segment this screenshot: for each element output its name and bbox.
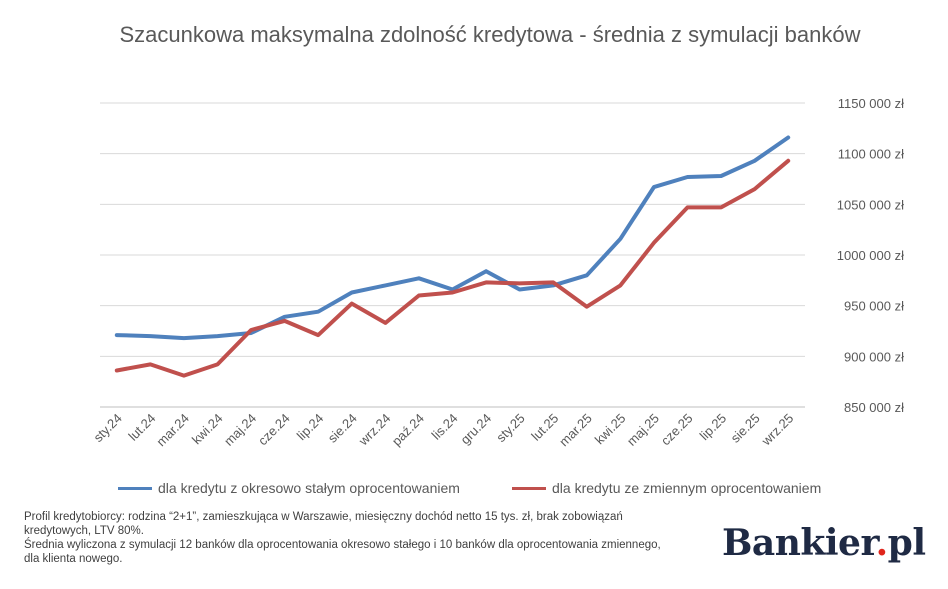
x-tick-label: wrz.24 bbox=[355, 411, 393, 449]
line-chart: 850 000 zł 900 000 zł 950 000 zł 1000 000 z… bbox=[90, 96, 904, 450]
legend-item-fixed: dla kredytu z okresowo stałym oprocentow… bbox=[118, 480, 460, 496]
series-line-variable-rate bbox=[114, 158, 791, 378]
y-tick-label: 850 000 zł bbox=[844, 400, 904, 415]
methodology-note: Profil kredytobiorcy: rodzina “2+1”, zam… bbox=[24, 510, 664, 566]
x-tick-label: gru.24 bbox=[458, 411, 495, 448]
legend-label-variable: dla kredytu ze zmiennym oprocentowaniem bbox=[552, 480, 822, 496]
x-tick-label: sie.24 bbox=[325, 411, 360, 446]
x-tick-label: lip.25 bbox=[697, 411, 730, 444]
x-tick-label: sty.24 bbox=[90, 411, 124, 445]
y-tick-label: 1150 000 zł bbox=[838, 96, 904, 111]
legend-item-variable: dla kredytu ze zmiennym oprocentowaniem bbox=[512, 480, 821, 496]
y-tick-label: 1100 000 zł bbox=[838, 147, 904, 162]
y-tick-label: 950 000 zł bbox=[844, 299, 904, 314]
legend-swatch-variable bbox=[512, 486, 546, 490]
y-tick-label: 1000 000 zł bbox=[837, 248, 904, 263]
x-tick-label: mar.25 bbox=[556, 411, 595, 450]
y-tick-label: 900 000 zł bbox=[844, 349, 904, 364]
x-tick-label: sty.25 bbox=[493, 411, 527, 445]
note-profile: Profil kredytobiorcy: rodzina “2+1”, zam… bbox=[24, 511, 623, 537]
x-tick-label: cze.24 bbox=[255, 411, 293, 449]
legend-label-fixed: dla kredytu z okresowo stałym oprocentow… bbox=[158, 480, 460, 496]
series-line-fixed-rate bbox=[114, 135, 791, 341]
y-tick-label: 1050 000 zł bbox=[837, 197, 904, 212]
x-tick-label: maj.25 bbox=[624, 411, 662, 449]
legend-swatch-fixed bbox=[118, 486, 152, 490]
x-tick-label: cze.25 bbox=[658, 411, 696, 449]
note-average: Średnia wyliczona z symulacji 12 banków … bbox=[24, 539, 661, 565]
bankier-logo: Bankier.pl bbox=[722, 522, 926, 564]
x-tick-label: paź.24 bbox=[389, 411, 427, 449]
x-tick-label: maj.24 bbox=[221, 411, 259, 449]
x-tick-label: lip.24 bbox=[294, 411, 327, 444]
chart-title: Szacunkowa maksymalna zdolność kredytowa… bbox=[119, 22, 861, 47]
x-tick-label: lis.24 bbox=[429, 411, 461, 443]
x-tick-label: sie.25 bbox=[728, 411, 763, 446]
x-tick-label: mar.24 bbox=[153, 411, 192, 450]
x-tick-label: kwi.24 bbox=[189, 411, 226, 448]
x-tick-label: kwi.25 bbox=[592, 411, 629, 448]
x-tick-label: wrz.25 bbox=[758, 411, 796, 449]
